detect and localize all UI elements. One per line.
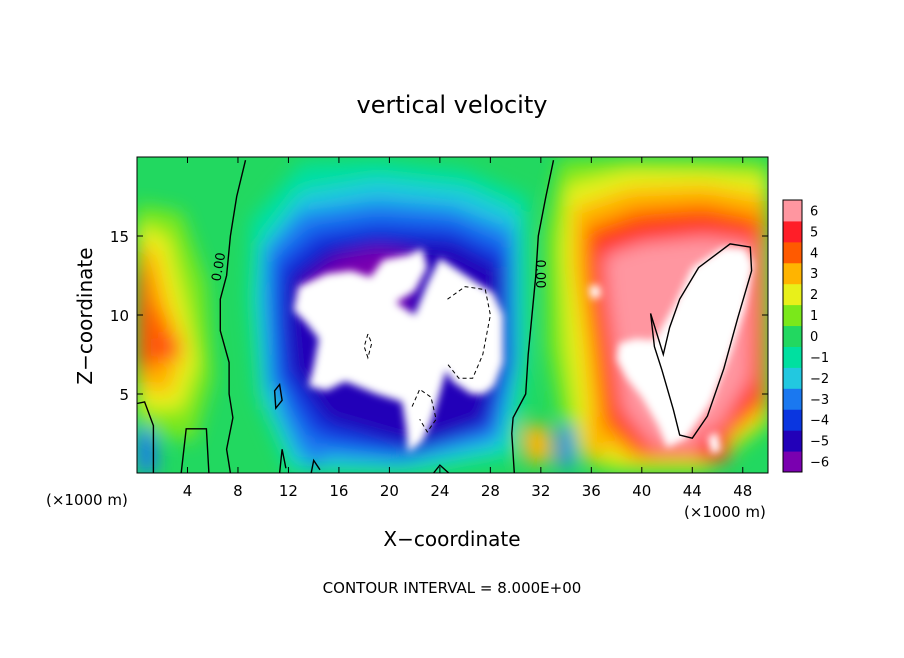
colorbar-label-4: −2: [810, 372, 829, 387]
contour-line-1: [511, 160, 555, 474]
colorbar-swatch-12: [783, 200, 802, 222]
x-tick-label-6: 28: [481, 482, 500, 500]
y-tick-label-1: 10: [110, 307, 129, 325]
colorbar-label-8: 2: [810, 288, 818, 303]
contour-line-0: [219, 160, 247, 474]
colorbar-label-12: 6: [810, 204, 818, 219]
field-core-1: [616, 247, 753, 448]
colorbar-label-5: −1: [810, 351, 829, 366]
contour-label-1: 0.00: [532, 259, 547, 288]
colorbar-swatch-9: [783, 262, 802, 285]
x-unit-label-right: (×1000 m): [684, 503, 766, 521]
field-region-24: [162, 337, 178, 360]
colorbar: −6 −5 −4 −3 −2 −1 0 1 2 3 4 5 6: [782, 199, 829, 473]
colorbar-label-3: −3: [810, 393, 829, 408]
x-tick-label-1: 8: [233, 482, 243, 500]
x-tick-label-9: 40: [632, 482, 651, 500]
field-core-2: [588, 285, 602, 300]
x-tick-label-4: 20: [380, 482, 399, 500]
x-unit-label-left: (×1000 m): [46, 491, 128, 509]
colorbar-swatch-8: [783, 283, 802, 306]
chart-title: vertical velocity: [357, 91, 548, 119]
field-region-18: [586, 413, 604, 461]
contour-line-2: [136, 401, 155, 473]
field-region-16: [137, 264, 170, 371]
contour-line-4: [278, 449, 287, 474]
colorbar-swatch-1: [783, 430, 802, 452]
y-tick-label-0: 5: [119, 386, 129, 404]
contour-line-7: [649, 243, 753, 439]
field-region-20: [137, 425, 158, 473]
field-cores: [293, 247, 753, 454]
colorbar-label-0: −6: [810, 456, 829, 471]
y-axis-label: Z−coordinate: [73, 247, 97, 384]
colorbar-swatch-5: [783, 346, 802, 368]
field-region-21: [558, 425, 574, 467]
x-tick-label-2: 12: [279, 482, 298, 500]
colorbar-swatch-4: [783, 367, 802, 389]
colorbar-swatch-11: [783, 220, 802, 243]
field-region-19: [308, 435, 322, 467]
colorbar-swatch-6: [783, 325, 802, 347]
colorbar-frame: [782, 199, 803, 473]
colorbar-label-7: 1: [810, 309, 818, 324]
field-core-0: [293, 248, 503, 453]
contour-line-10: [363, 333, 373, 360]
contour-line-6: [433, 464, 450, 474]
y-tick-label-2: 15: [110, 228, 129, 246]
colorbar-swatch-2: [783, 409, 802, 431]
colorbar-label-6: 0: [810, 330, 818, 345]
contour-label-0: 0.00: [209, 251, 229, 282]
contour-layer: 0.00 0.00: [136, 160, 753, 474]
x-tick-label-11: 48: [733, 482, 752, 500]
x-tick-label-0: 4: [183, 482, 193, 500]
x-axis-label: X−coordinate: [383, 527, 520, 551]
plot-area: [137, 157, 768, 473]
x-tick-label-5: 24: [430, 482, 449, 500]
colorbar-swatch-0: [783, 451, 802, 473]
contour-interval-note: CONTOUR INTERVAL = 8.000E+00: [323, 579, 582, 597]
contour-line-5: [310, 458, 321, 474]
x-tick-label-10: 44: [683, 482, 702, 500]
x-tick-label-3: 16: [329, 482, 348, 500]
colorbar-swatch-10: [783, 241, 802, 264]
colorbar-swatch-3: [783, 388, 802, 410]
colorbar-label-9: 3: [810, 267, 818, 282]
colorbar-swatch-7: [783, 304, 802, 327]
colorbar-label-10: 4: [810, 246, 818, 261]
colorbar-label-2: −4: [810, 414, 829, 429]
field-core-3: [707, 431, 722, 454]
x-tick-label-7: 32: [531, 482, 550, 500]
field-region-17: [521, 425, 554, 464]
contour-line-8: [273, 382, 283, 411]
contour-line-3: [180, 428, 210, 474]
contour-line-11: [411, 388, 437, 433]
colorbar-label-11: 5: [810, 225, 818, 240]
colorbar-label-1: −5: [810, 435, 829, 450]
x-tick-label-8: 36: [582, 482, 601, 500]
